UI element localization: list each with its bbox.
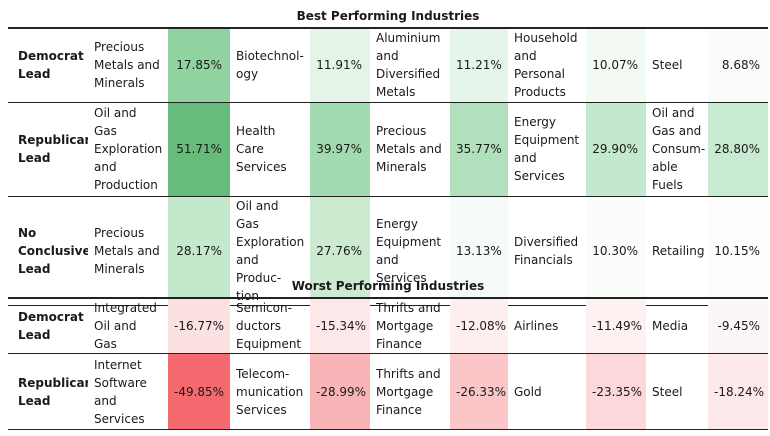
industry-name: Energy Equipment and Services bbox=[370, 196, 450, 306]
performance-value: -18.24% bbox=[708, 353, 768, 430]
performance-value: 27.76% bbox=[310, 196, 370, 306]
performance-value: 39.97% bbox=[310, 102, 370, 197]
performance-value: 35.77% bbox=[450, 102, 508, 197]
industry-name: Precious Metals and Minerals bbox=[88, 196, 168, 306]
industry-name: Media bbox=[646, 298, 708, 354]
industry-name: Steel bbox=[646, 28, 708, 103]
performance-value: 8.68% bbox=[708, 28, 768, 103]
industry-name: Oil and Gas and Consum-able Fuels bbox=[646, 102, 708, 197]
industry-name: Diversified Financials bbox=[508, 196, 586, 306]
performance-value: -49.85% bbox=[168, 353, 230, 430]
performance-value: -9.45% bbox=[708, 298, 768, 354]
industry-name: Oil and Gas Exploration and Production bbox=[88, 102, 168, 197]
table-row: Democrat Lead Precious Metals and Mineral… bbox=[8, 28, 768, 103]
industry-name: Internet Software and Services bbox=[88, 353, 168, 430]
row-label: No Conclusive Lead bbox=[8, 196, 88, 306]
industry-name: Gold bbox=[508, 353, 586, 430]
performance-value: 10.07% bbox=[586, 28, 646, 103]
performance-value: -16.77% bbox=[168, 298, 230, 354]
table-row: Democrat Lead Integrated Oil and Gas -16.7… bbox=[8, 298, 768, 354]
performance-value: 17.85% bbox=[168, 28, 230, 103]
performance-value: -15.34% bbox=[310, 298, 370, 354]
performance-value: 28.80% bbox=[708, 102, 768, 197]
industry-name: Precious Metals and Minerals bbox=[370, 102, 450, 197]
worst-industries-table: Democrat Lead Integrated Oil and Gas -16.7… bbox=[8, 297, 768, 430]
performance-value: 11.91% bbox=[310, 28, 370, 103]
performance-value: 13.13% bbox=[450, 196, 508, 306]
performance-value: 11.21% bbox=[450, 28, 508, 103]
industry-name: Integrated Oil and Gas bbox=[88, 298, 168, 354]
performance-value: 10.30% bbox=[586, 196, 646, 306]
industry-name: Biotechnol-ogy bbox=[230, 28, 310, 103]
industry-name: Health Care Services bbox=[230, 102, 310, 197]
best-section-title: Best Performing Industries bbox=[296, 9, 480, 23]
performance-value: 51.71% bbox=[168, 102, 230, 197]
industry-name: Semicon-ductors Equipment bbox=[230, 298, 310, 354]
industry-name: Telecom-munication Services bbox=[230, 353, 310, 430]
worst-section-title: Worst Performing Industries bbox=[291, 279, 485, 293]
industry-name: Precious Metals and Minerals bbox=[88, 28, 168, 103]
row-label: Republican Lead bbox=[8, 102, 88, 197]
performance-value: 29.90% bbox=[586, 102, 646, 197]
row-label: Republican Lead bbox=[8, 353, 88, 430]
industry-name: Steel bbox=[646, 353, 708, 430]
industry-name: Retailing bbox=[646, 196, 708, 306]
performance-value: 28.17% bbox=[168, 196, 230, 306]
industry-name: Household and Personal Products bbox=[508, 28, 586, 103]
performance-value: 10.15% bbox=[708, 196, 768, 306]
table-row: Republican Lead Internet Software and Ser… bbox=[8, 353, 768, 430]
performance-value: -12.08% bbox=[450, 298, 508, 354]
row-label: Democrat Lead bbox=[8, 28, 88, 103]
performance-value: -26.33% bbox=[450, 353, 508, 430]
performance-value: -23.35% bbox=[586, 353, 646, 430]
industry-name: Aluminium and Diversified Metals bbox=[370, 28, 450, 103]
industry-name: Energy Equipment and Services bbox=[508, 102, 586, 197]
row-label: Democrat Lead bbox=[8, 298, 88, 354]
industry-name: Airlines bbox=[508, 298, 586, 354]
table-row: No Conclusive Lead Precious Metals and Mi… bbox=[8, 196, 768, 306]
best-industries-table: Democrat Lead Precious Metals and Mineral… bbox=[8, 27, 768, 306]
performance-value: -11.49% bbox=[586, 298, 646, 354]
industry-name: Thrifts and Mortgage Finance bbox=[370, 353, 450, 430]
industry-name: Thrifts and Mortgage Finance bbox=[370, 298, 450, 354]
table-row: Republican Lead Oil and Gas Exploration a… bbox=[8, 102, 768, 197]
performance-value: -28.99% bbox=[310, 353, 370, 430]
